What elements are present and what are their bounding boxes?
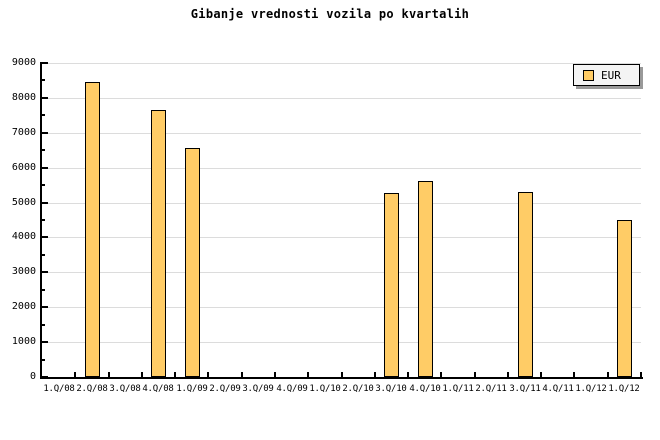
x-axis-label: 2.Q/09	[209, 384, 241, 394]
gridline	[42, 307, 641, 308]
x-tick	[374, 372, 376, 377]
y-minor-tick	[42, 149, 45, 151]
y-axis-label: 0	[29, 371, 36, 382]
x-tick	[241, 372, 243, 377]
gridline	[42, 203, 641, 204]
legend: EUR	[573, 64, 640, 86]
x-axis-label: 1.Q/08	[43, 384, 75, 394]
x-tick	[307, 372, 309, 377]
x-tick	[207, 372, 209, 377]
y-axis-line	[40, 62, 42, 379]
gridline	[42, 342, 641, 343]
x-axis-label: 3.Q/10	[375, 384, 407, 394]
y-major-tick	[42, 62, 48, 64]
y-minor-tick	[42, 359, 45, 361]
y-minor-tick	[42, 79, 45, 81]
bar-1.Q/12	[617, 220, 632, 377]
y-axis-label: 5000	[11, 197, 36, 208]
x-tick	[540, 372, 542, 377]
x-tick	[174, 372, 176, 377]
bar-4.Q/08	[151, 110, 166, 377]
x-axis-label: 1.Q/11	[442, 384, 474, 394]
y-axis-label: 6000	[11, 162, 36, 173]
x-axis-label: 3.Q/11	[509, 384, 541, 394]
x-tick	[108, 372, 110, 377]
gridline	[42, 168, 641, 169]
y-axis-label: 4000	[11, 231, 36, 242]
x-tick	[440, 372, 442, 377]
y-minor-tick	[42, 254, 45, 256]
chart-title: Gibanje vrednosti vozila po kvartalih	[190, 7, 470, 21]
x-tick	[141, 372, 143, 377]
x-axis-label: 4.Q/09	[276, 384, 308, 394]
x-tick	[607, 372, 609, 377]
x-axis-label: 2.Q/11	[475, 384, 507, 394]
x-tick	[274, 372, 276, 377]
x-axis-label: 1.Q/12	[608, 384, 640, 394]
y-major-tick	[42, 341, 48, 343]
x-axis-label: 2.Q/08	[76, 384, 108, 394]
gridline	[42, 133, 641, 134]
x-axis-label: 4.Q/10	[409, 384, 441, 394]
x-axis-label: 3.Q/09	[242, 384, 274, 394]
y-major-tick	[42, 236, 48, 238]
bar-3.Q/10	[384, 193, 399, 377]
y-major-tick	[42, 132, 48, 134]
y-axis-label: 8000	[11, 92, 36, 103]
gridline	[42, 98, 641, 99]
y-axis-label: 2000	[11, 301, 36, 312]
x-axis-label: 3.Q/08	[109, 384, 141, 394]
legend-color-swatch	[583, 69, 594, 81]
x-axis-line	[40, 377, 643, 379]
x-axis-label: 1.Q/10	[309, 384, 341, 394]
y-major-tick	[42, 97, 48, 99]
y-axis-label: 7000	[11, 127, 36, 138]
y-major-tick	[42, 376, 48, 378]
x-tick	[407, 372, 409, 377]
x-axis-label: 1.Q/12	[575, 384, 607, 394]
x-axis-label: 4.Q/11	[542, 384, 574, 394]
bar-4.Q/10	[418, 181, 433, 377]
y-major-tick	[42, 167, 48, 169]
x-axis-label: 2.Q/10	[342, 384, 374, 394]
y-major-tick	[42, 271, 48, 273]
x-tick	[474, 372, 476, 377]
gridline	[42, 237, 641, 238]
gridline	[42, 272, 641, 273]
y-axis-label: 9000	[11, 57, 36, 68]
x-tick	[74, 372, 76, 377]
bar-2.Q/08	[85, 82, 100, 377]
y-minor-tick	[42, 219, 45, 221]
x-tick	[640, 372, 642, 377]
y-major-tick	[42, 202, 48, 204]
y-major-tick	[42, 306, 48, 308]
y-minor-tick	[42, 289, 45, 291]
gridline	[42, 63, 641, 64]
legend-label: EUR	[601, 68, 621, 82]
x-tick	[341, 372, 343, 377]
y-minor-tick	[42, 114, 45, 116]
x-tick	[573, 372, 575, 377]
y-axis-label: 3000	[11, 266, 36, 277]
y-minor-tick	[42, 184, 45, 186]
x-axis-label: 1.Q/09	[176, 384, 208, 394]
bar-3.Q/11	[518, 192, 533, 377]
x-tick	[507, 372, 509, 377]
y-minor-tick	[42, 324, 45, 326]
y-axis-label: 1000	[11, 336, 36, 347]
bar-1.Q/09	[185, 148, 200, 377]
x-axis-label: 4.Q/08	[142, 384, 174, 394]
